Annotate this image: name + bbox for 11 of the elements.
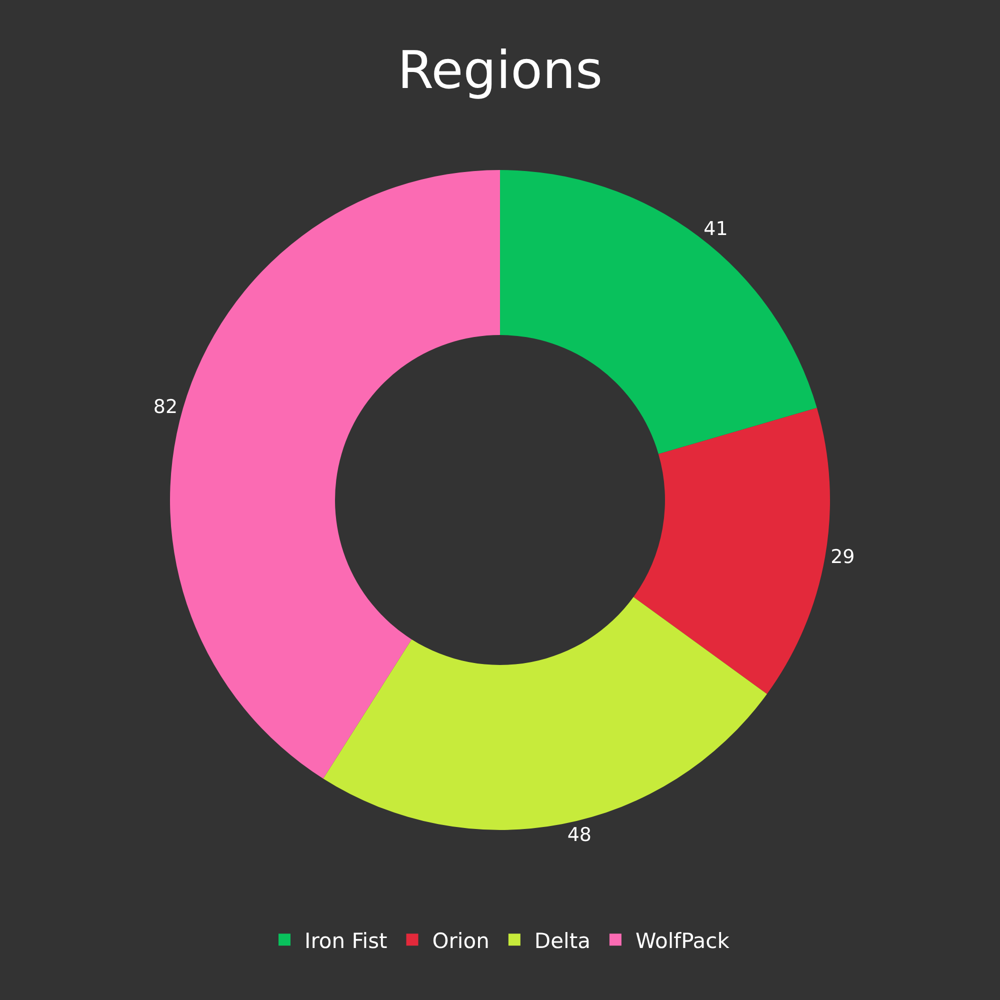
data-label: 41 <box>704 218 728 240</box>
legend-label: WolfPack <box>635 928 730 953</box>
legend-label: Iron Fist <box>304 928 388 953</box>
data-label: 48 <box>567 824 592 846</box>
chart-title: Regions <box>397 41 603 102</box>
donut-slice <box>500 170 817 454</box>
legend-label: Delta <box>534 928 590 953</box>
data-label: 29 <box>830 546 855 568</box>
donut-slice <box>633 408 830 694</box>
legend-label: Orion <box>432 928 490 953</box>
data-label: 82 <box>153 396 178 418</box>
